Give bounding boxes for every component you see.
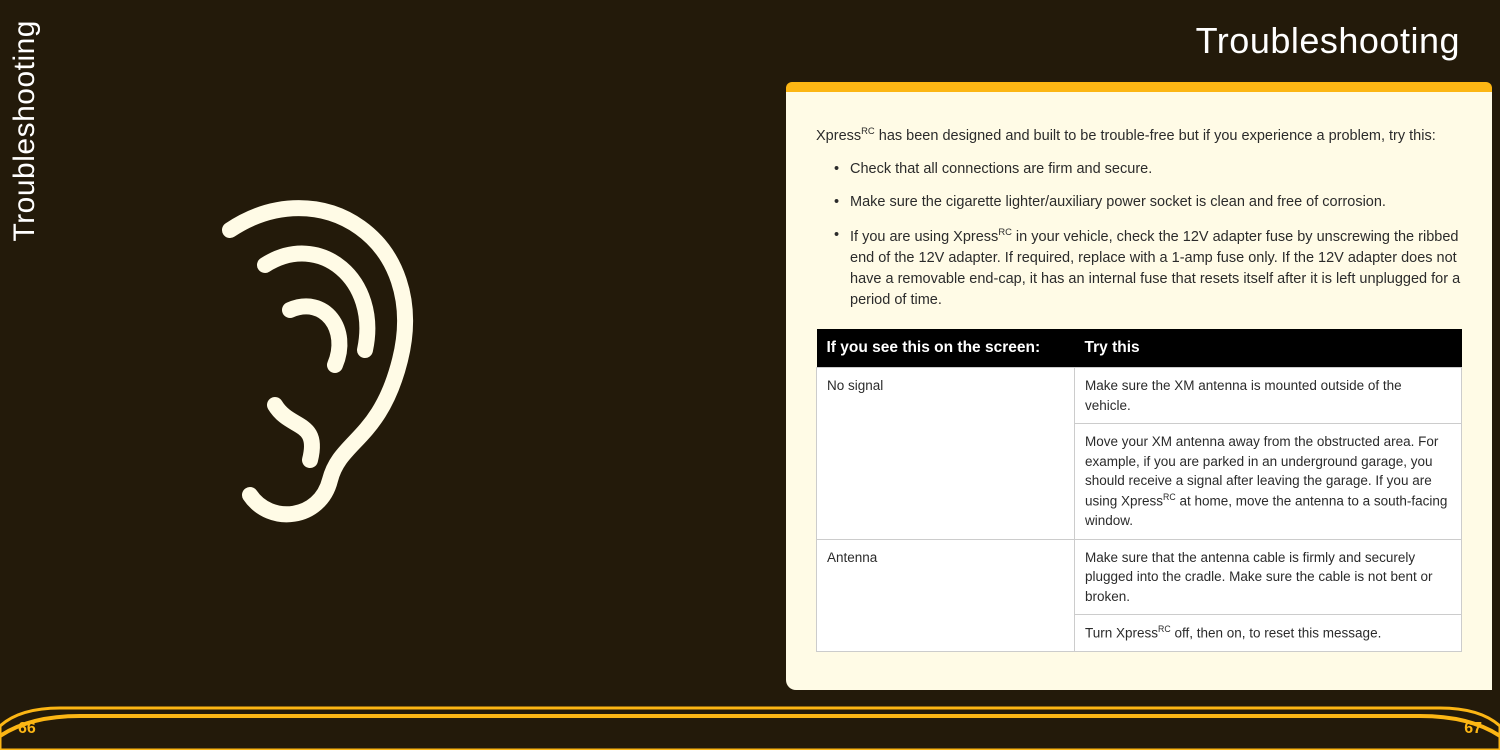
fix-cell-antenna-2: Turn XpressRC off, then on, to reset thi… — [1075, 615, 1462, 652]
fix-ant2-sup: RC — [1158, 624, 1171, 634]
intro-prefix: Xpress — [816, 128, 861, 144]
fix-ant2-prefix: Turn Xpress — [1085, 626, 1158, 641]
page-number-left: 66 — [18, 720, 36, 738]
page-left: Troubleshooting 66 — [0, 0, 750, 750]
fix2-sup: RC — [1163, 492, 1176, 502]
symptom-cell-antenna: Antenna — [817, 539, 1075, 652]
troubleshooting-table: If you see this on the screen: Try this … — [816, 329, 1462, 653]
bullet-3: If you are using XpressRC in your vehicl… — [816, 225, 1462, 311]
intro-suffix: has been designed and built to be troubl… — [875, 128, 1436, 144]
fix-cell-nosignal-2: Move your XM antenna away from the obstr… — [1075, 424, 1462, 539]
page-title: Troubleshooting — [1196, 20, 1460, 62]
bullet-list: Check that all connections are firm and … — [816, 159, 1462, 311]
bullet-2: Make sure the cigarette lighter/auxiliar… — [816, 192, 1462, 213]
side-tab-label: Troubleshooting — [8, 20, 42, 242]
table-head-fix: Try this — [1075, 329, 1462, 368]
table-row: No signal Make sure the XM antenna is mo… — [817, 368, 1462, 424]
symptom-cell-nosignal: No signal — [817, 368, 1075, 539]
table-head-symptom: If you see this on the screen: — [817, 329, 1075, 368]
bullet-1: Check that all connections are firm and … — [816, 159, 1462, 180]
fix-cell-antenna-1: Make sure that the antenna cable is firm… — [1075, 539, 1462, 615]
page-number-right: 67 — [1464, 720, 1482, 738]
fix-ant2-suffix: off, then on, to reset this message. — [1171, 626, 1382, 641]
content-panel: XpressRC has been designed and built to … — [786, 92, 1492, 690]
table-row: Antenna Make sure that the antenna cable… — [817, 539, 1462, 615]
intro-sup: RC — [861, 125, 875, 136]
ear-icon — [170, 180, 440, 530]
page-right: Troubleshooting XpressRC has been design… — [750, 0, 1500, 750]
fix-cell-nosignal-1: Make sure the XM antenna is mounted outs… — [1075, 368, 1462, 424]
intro-text: XpressRC has been designed and built to … — [816, 124, 1462, 147]
bullet-3-sup: RC — [998, 226, 1012, 237]
bullet-3-prefix: If you are using Xpress — [850, 229, 998, 245]
accent-bar — [786, 82, 1492, 92]
table-header-row: If you see this on the screen: Try this — [817, 329, 1462, 368]
